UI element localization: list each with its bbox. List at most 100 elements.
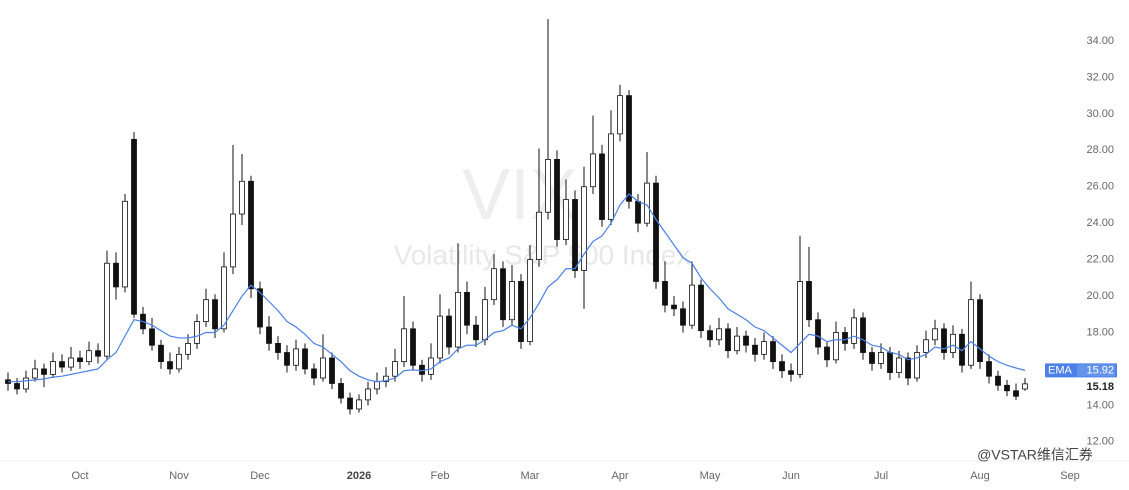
candle-body [230,213,236,268]
candle-body [518,281,524,342]
x-tick-label: Feb [431,470,450,482]
candle-body [113,262,119,288]
candle-body [401,328,407,363]
candle-body [770,341,776,363]
candle-body [446,315,452,348]
last-price: 15.18 [1086,381,1114,393]
source-watermark: @VSTAR维信汇券 [977,447,1093,463]
candle-body [392,361,398,377]
candle-body [221,266,227,330]
ema-badge [1045,363,1117,378]
candle-body [806,281,812,321]
candle-body [86,350,92,363]
candle-body [572,199,578,271]
x-tick-label: Mar [521,470,540,482]
candle-body [752,344,758,355]
candle-body [329,357,335,384]
watermark: Volatility S&P 500 Index [394,239,691,270]
candle-body [104,262,110,357]
candle-body [662,281,668,306]
candle-body [185,343,191,355]
x-tick-label: Nov [169,470,189,482]
x-tick-label: Oct [71,470,88,482]
y-tick-label: 24.00 [1086,217,1114,229]
candle-body [428,357,434,375]
y-tick-label: 22.00 [1086,254,1114,266]
y-tick-label: 14.00 [1086,399,1114,411]
candle-body [554,159,560,240]
candle-body [293,348,299,366]
candle-body [734,335,740,352]
ema-line [8,193,1026,383]
candle-body [176,353,182,370]
x-tick-label: Jul [874,470,888,482]
candle-body [491,268,497,301]
candle-body [374,381,380,390]
candle-body [743,335,749,346]
candle-body [410,328,416,366]
candle-body [815,319,821,348]
ema-value-box [1077,364,1115,377]
y-tick-label: 26.00 [1086,181,1114,193]
candle-body [131,138,137,315]
candle-body [194,321,200,344]
candle-body [59,361,65,368]
candle-body [563,199,569,240]
candle-body [14,383,20,390]
candle-body [536,211,542,261]
candle-body [860,317,866,353]
candle-body [41,368,47,375]
candle-body [473,324,479,341]
candle-body [1004,384,1010,392]
candle-body [788,370,794,375]
candle-body [365,388,371,401]
x-tick-label: Sep [1060,470,1080,482]
candle-body [842,332,848,344]
candle-body [896,357,902,373]
candle-body [851,317,857,344]
candle-body [680,308,686,326]
candle-body [707,330,713,341]
candle-body [644,182,650,224]
candle-body [284,352,290,366]
candle-body [653,182,659,282]
candle-body [437,315,443,359]
candle-body [302,348,308,370]
candle-body [149,328,155,346]
candle-body [977,299,983,363]
candle-body [635,200,641,224]
candle-body [608,133,614,220]
x-tick-label: May [700,470,721,482]
candle-body [500,268,506,321]
candle-body [698,284,704,332]
y-tick-label: 30.00 [1086,108,1114,120]
y-tick-label: 12.00 [1086,436,1114,448]
candle-body [383,375,389,383]
candle-body [482,299,488,341]
candle-body [779,361,785,372]
candle-body [239,180,245,215]
y-tick-label: 32.00 [1086,71,1114,83]
candle-body [671,304,677,310]
candle-body [203,299,209,322]
candle-body [923,339,929,353]
candle-body [347,397,353,410]
candle-body [968,299,974,366]
candle-body [833,332,839,361]
candle-body [725,328,731,352]
candle-body [761,341,767,355]
candle-body [275,343,281,353]
y-tick-label: 18.00 [1086,326,1114,338]
candle-body [158,344,164,363]
candle-body [311,368,317,379]
candle-body [869,352,875,364]
candle-body [581,186,587,271]
candle-body [590,153,596,188]
candle-body [914,352,920,379]
candle-body [338,383,344,399]
x-tick-label: Aug [970,470,990,482]
candle-body [878,352,884,364]
candle-body [617,95,623,135]
candle-body [455,291,461,348]
